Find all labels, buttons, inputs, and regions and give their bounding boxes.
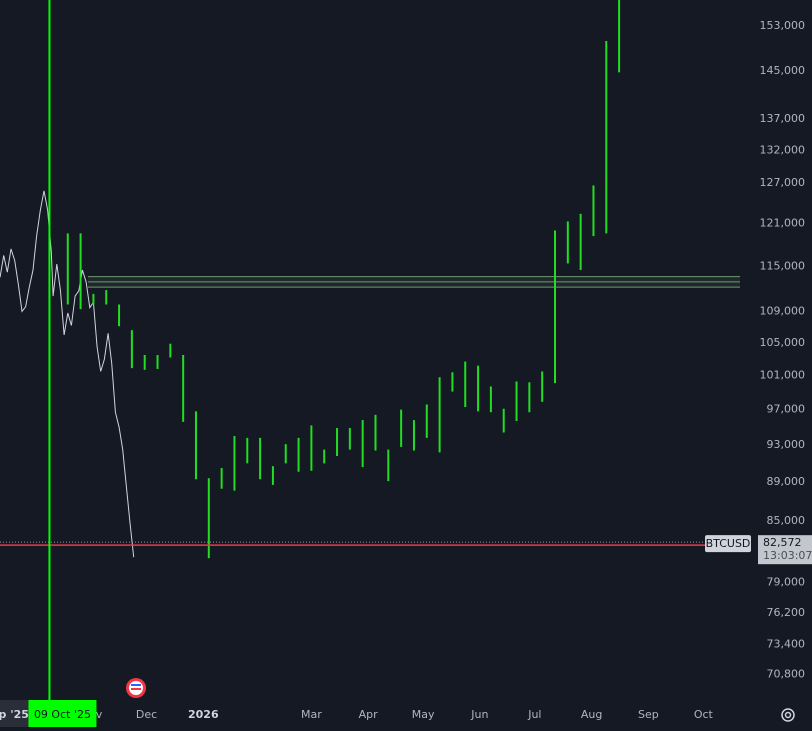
plot-area: [0, 0, 740, 559]
settings-icon[interactable]: [781, 708, 795, 722]
axes: 153,000 145,000 137,000 132,000 127,000 121,0…: [760, 19, 806, 681]
x-tick-label: Aug: [581, 708, 602, 721]
y-tick-label: 76,200: [767, 606, 806, 619]
x-tick-label: Jun: [470, 708, 488, 721]
y-tick-label: 105,000: [760, 336, 806, 349]
countdown-label: 13:03:07: [763, 549, 812, 562]
calendar-icon[interactable]: [126, 678, 146, 698]
x-tick-label: May: [412, 708, 435, 721]
y-tick-label: 132,000: [760, 143, 806, 156]
y-tick-label: 109,000: [760, 304, 806, 317]
y-tick-label: 101,000: [760, 369, 806, 382]
x-tick-label: Sep '25: [0, 708, 29, 721]
price-label-bg: [758, 535, 812, 565]
y-tick-label: 93,000: [767, 438, 806, 451]
x-tick-label: 2026: [188, 708, 219, 721]
x-tick-label: Mar: [301, 708, 322, 721]
price-label: 82,572: [763, 536, 802, 549]
y-tick-label: 85,000: [767, 514, 806, 527]
x-tick-label: Jul: [527, 708, 541, 721]
zone-fill: [87, 276, 740, 288]
y-tick-label: 73,400: [767, 637, 806, 650]
y-tick-label: 97,000: [767, 403, 806, 416]
y-tick-label: 115,000: [760, 259, 806, 272]
y-tick-label: 121,000: [760, 217, 806, 230]
symbol-bg: [705, 535, 751, 553]
y-tick-label: 145,000: [760, 64, 806, 77]
crosshair-label: 09 Oct '25: [34, 708, 91, 721]
x-tick-label: Apr: [359, 708, 379, 721]
time-axis: Sep '25NovDec2026MarAprMayJunJulAugSepOc…: [0, 700, 714, 727]
crosshair-label-bg: [28, 700, 97, 727]
y-tick-label: 70,800: [767, 668, 806, 681]
x-tick-label: Dec: [136, 708, 157, 721]
price-line: [0, 190, 135, 558]
y-tick-label: 137,000: [760, 112, 806, 125]
y-tick-label: 127,000: [760, 176, 806, 189]
y-tick-label: 79,000: [767, 575, 806, 588]
edge-label-bg: [0, 700, 30, 727]
symbol-label: BTCUSD: [706, 537, 751, 550]
x-tick-label: Sep: [638, 708, 659, 721]
y-tick-label: 153,000: [760, 19, 806, 32]
y-tick-label: 89,000: [767, 475, 806, 488]
x-tick-label: Oct: [694, 708, 714, 721]
